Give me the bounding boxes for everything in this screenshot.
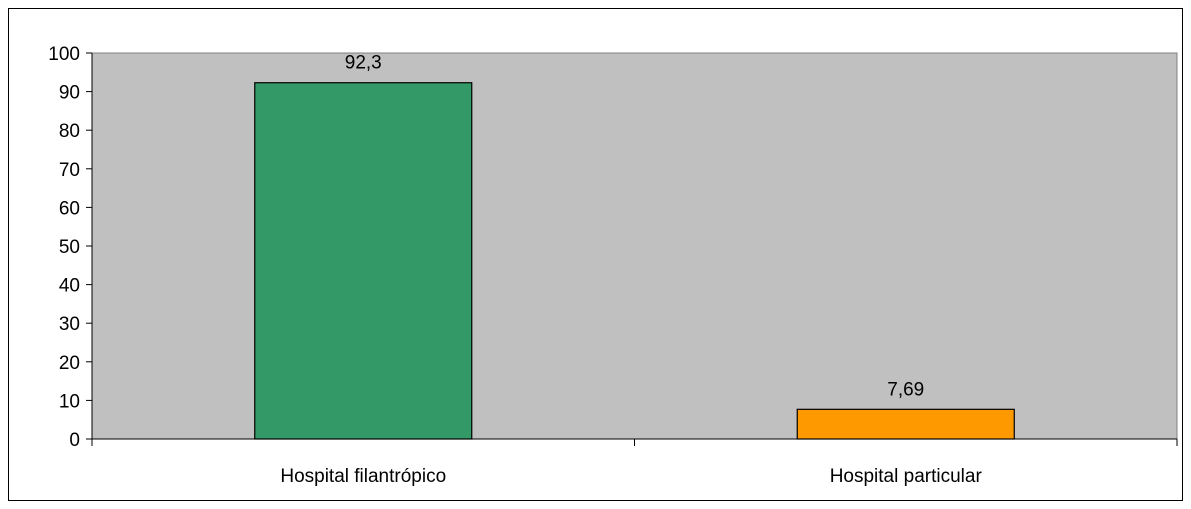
y-tick-label: 90	[59, 83, 80, 104]
y-tick-label: 100	[48, 44, 80, 65]
x-tick-label: Hospital filantrópico	[280, 466, 446, 487]
y-tick-label: 0	[69, 430, 80, 451]
y-tick-label: 30	[59, 314, 80, 335]
y-tick-label: 10	[59, 391, 80, 412]
x-tick-label: Hospital particular	[830, 466, 983, 487]
bar-value-label: 7,69	[887, 379, 924, 400]
y-tick-label: 80	[59, 121, 80, 142]
x-axis: Hospital filantrópico Hospital particular	[91, 438, 1178, 487]
bar	[254, 82, 473, 440]
y-axis: 0 10 20 30 40 50 60 70 80 90 100	[48, 44, 93, 451]
bar	[796, 408, 1015, 440]
y-tick-label: 70	[59, 160, 80, 181]
bars	[254, 82, 1015, 440]
y-tick-label: 50	[59, 237, 80, 258]
y-tick-label: 60	[59, 198, 80, 219]
y-tick-label: 20	[59, 353, 80, 374]
y-tick-label: 40	[59, 276, 80, 297]
data-labels: 92,3 7,69	[345, 53, 924, 401]
bar-value-label: 92,3	[345, 53, 382, 74]
